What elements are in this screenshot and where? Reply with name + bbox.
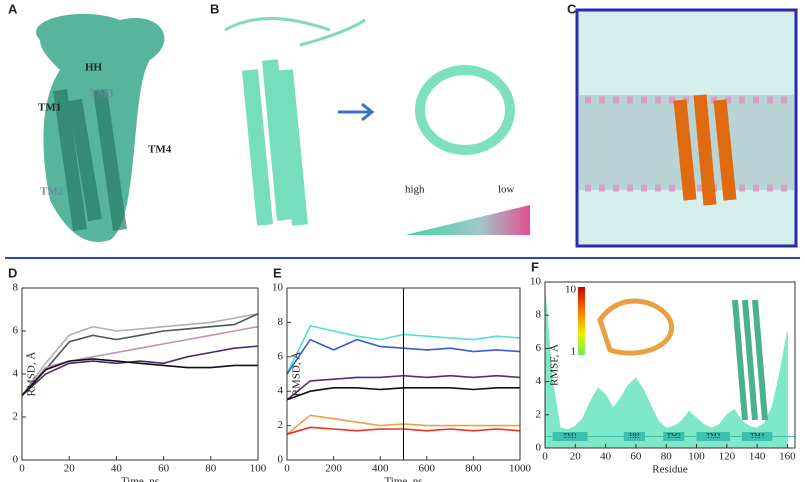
y-tick-label: 6	[278, 350, 284, 362]
gradient-triangle	[405, 205, 530, 235]
rmsf-area	[544, 290, 788, 449]
y-tick-label: 10	[272, 282, 284, 294]
rotate-arrow	[338, 102, 375, 122]
label-hh: HH	[85, 62, 103, 74]
series-line	[21, 313, 259, 396]
panel-c: C	[567, 1, 798, 248]
inset-protein	[597, 298, 675, 356]
label-tm3: TM3	[90, 88, 114, 100]
panel-a: A HH TM1 TM3 TM4 TM2	[8, 1, 172, 242]
y-tick-label: 8	[13, 282, 19, 294]
series-line	[21, 358, 258, 397]
protein-helix	[673, 94, 737, 206]
helix	[53, 89, 127, 231]
loop	[224, 17, 366, 47]
plot-frame	[21, 287, 259, 461]
y-tick-label: 4	[536, 375, 542, 387]
label-tm2: TM2	[40, 186, 64, 198]
x-tick-label: 100	[250, 463, 267, 475]
y-tick-label: 2	[278, 419, 284, 431]
x-tick-label: 160	[779, 451, 796, 463]
y-tick-label: 10	[530, 276, 542, 288]
x-tick-label: 400	[372, 463, 389, 475]
panel-b: B high low	[210, 1, 530, 235]
series-line	[21, 313, 259, 397]
x-tick-label: 0	[284, 463, 290, 475]
x-tick-label: 0	[542, 451, 548, 463]
y-tick-label: 2	[536, 408, 542, 420]
panel-label: D	[8, 265, 17, 280]
label-tm4: TM4	[148, 144, 172, 156]
x-tick-label: 200	[325, 463, 342, 475]
y-axis-label: RMSD, Å	[26, 352, 38, 397]
label-high: high	[405, 184, 425, 196]
label-low: low	[498, 184, 515, 196]
y-tick-label: 2	[13, 411, 19, 423]
y-tick-label: 4	[278, 385, 284, 397]
x-tick-label: 20	[64, 463, 76, 475]
y-tick-label: 4	[13, 368, 19, 380]
colorbar-label: 1	[571, 346, 577, 358]
x-tick-label: 40	[600, 451, 612, 463]
x-tick-label: 800	[465, 463, 482, 475]
x-axis-label: Time, ns	[384, 476, 422, 482]
x-tick-label: 120	[719, 451, 736, 463]
panel-label: E	[273, 265, 282, 280]
x-tick-label: 140	[749, 451, 766, 463]
y-axis-label: RMSD, Å	[291, 352, 303, 397]
x-axis-label: Time, ns	[121, 476, 159, 482]
x-tick-label: 100	[688, 451, 705, 463]
y-tick-label: 0	[13, 454, 19, 466]
series-line	[21, 345, 259, 397]
y-tick-label: 0	[278, 454, 284, 466]
panel-label: C	[567, 1, 577, 16]
y-tick-label: 0	[536, 442, 542, 454]
x-tick-label: 80	[205, 463, 217, 475]
colorbar	[578, 287, 585, 355]
x-tick-label: 60	[158, 463, 170, 475]
y-tick-label: 8	[278, 316, 284, 328]
protein-top-view	[415, 65, 515, 155]
x-tick-label: 1000	[509, 463, 532, 475]
y-tick-label: 6	[13, 325, 19, 337]
plot-frame	[544, 281, 796, 449]
plot-frame	[286, 287, 521, 461]
y-tick-label: 6	[536, 342, 542, 354]
x-tick-label: 80	[661, 451, 673, 463]
panel-label: B	[210, 1, 219, 16]
x-axis-label: Residue	[652, 464, 688, 476]
colorbar-label: 10	[565, 284, 577, 296]
x-tick-label: 600	[419, 463, 436, 475]
panel-label: A	[8, 1, 18, 16]
helix	[242, 59, 308, 226]
panel-label: F	[531, 259, 539, 274]
x-tick-label: 20	[570, 451, 582, 463]
y-tick-label: 8	[536, 309, 542, 321]
x-tick-label: 40	[111, 463, 123, 475]
x-tick-label: 60	[630, 451, 642, 463]
y-axis-label: RMSF, Å	[549, 344, 561, 386]
x-tick-label: 0	[19, 463, 25, 475]
label-tm1: TM1	[38, 102, 61, 114]
inset-protein	[732, 299, 768, 421]
